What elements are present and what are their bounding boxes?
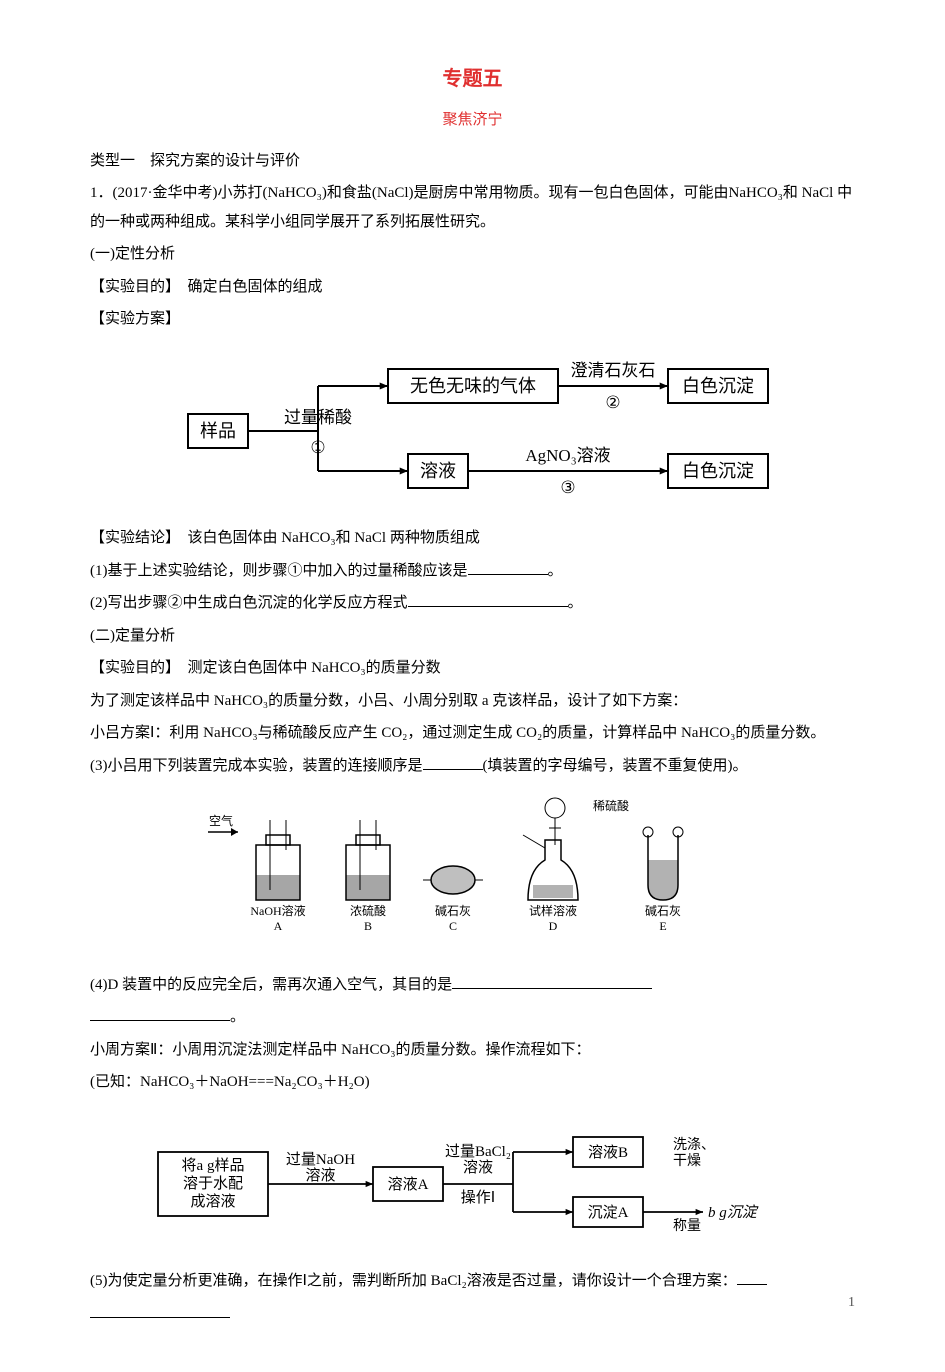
svg-text:溶于水配: 溶于水配 (182, 1175, 242, 1192)
scheme-lv: 小吕方案Ⅰ：利用 NaHCO₃与稀硫酸反应产生 CO₂，通过测定生成 CO₂的质… (90, 719, 855, 748)
sub-q3-text: (3)小吕用下列装置完成本实验，装置的连接顺序是 (90, 758, 423, 774)
question-intro: 1．(2017·金华中考)小苏打(NaHCO₃)和食盐(NaCl)是厨房中常用物… (90, 179, 855, 236)
svg-text:浓硫酸: 浓硫酸 (349, 903, 385, 918)
blank-4b (90, 1005, 230, 1021)
svg-text:溶液A: 溶液A (387, 1176, 428, 1193)
sub-q1-end: 。 (548, 563, 563, 579)
svg-text:无色无味的气体: 无色无味的气体 (410, 376, 536, 396)
sub-q4-end: 。 (230, 1009, 245, 1025)
type-heading: 类型一 探究方案的设计与评价 (90, 147, 855, 176)
svg-text:白色沉淀: 白色沉淀 (682, 461, 754, 481)
sub-q4: (4)D 装置中的反应完全后，需再次通入空气，其目的是 (90, 971, 855, 1000)
svg-text:碱石灰: 碱石灰 (644, 904, 680, 918)
svg-text:A: A (273, 919, 282, 933)
purpose-2: 【实验目的】 测定该白色固体中 NaHCO₃的质量分数 (90, 654, 855, 683)
sub-q1-text: (1)基于上述实验结论，则步骤①中加入的过量稀酸应该是 (90, 563, 468, 579)
sub-q3-end: (填装置的字母编号，装置不重复使用)。 (483, 758, 748, 774)
sub-q3: (3)小吕用下列装置完成本实验，装置的连接顺序是 (填装置的字母编号，装置不重复使… (90, 752, 855, 781)
svg-text:成溶液: 成溶液 (190, 1193, 235, 1210)
svg-text:溶液: 溶液 (420, 461, 456, 481)
part-2-heading: (二)定量分析 (90, 622, 855, 651)
flowchart-2: 将a g样品溶于水配成溶液溶液A溶液B沉淀A过量NaOH溶液过量BaCl₂溶液操… (90, 1107, 855, 1258)
svg-text:干燥: 干燥 (673, 1153, 701, 1169)
svg-text:试样溶液: 试样溶液 (528, 903, 576, 918)
purpose-1: 【实验目的】 确定白色固体的组成 (90, 273, 855, 302)
svg-text:②: ② (605, 393, 620, 412)
svg-text:样品: 样品 (200, 421, 236, 441)
svg-text:AgNO₃溶液: AgNO₃溶液 (525, 446, 610, 465)
page-subtitle: 聚焦济宁 (90, 106, 855, 135)
quant-para: 为了测定该样品中 NaHCO₃的质量分数，小吕、小周分别取 a 克该样品，设计了… (90, 687, 855, 716)
svg-text:白色沉淀: 白色沉淀 (682, 376, 754, 396)
svg-text:D: D (548, 919, 557, 933)
flowchart-1: 样品无色无味的气体溶液白色沉淀白色沉淀过量稀酸①澄清石灰石②AgNO₃溶液③ (90, 344, 855, 515)
sub-q5-cont (90, 1300, 855, 1329)
purpose-2-text: 测定该白色固体中 NaHCO₃的质量分数 (173, 660, 441, 676)
svg-text:溶液B: 溶液B (587, 1144, 627, 1161)
blank-2 (408, 591, 568, 607)
svg-text:澄清石灰石: 澄清石灰石 (570, 361, 655, 380)
svg-text:溶液: 溶液 (305, 1167, 335, 1184)
svg-text:洗涤、: 洗涤、 (673, 1137, 715, 1153)
sub-q4-cont: 。 (90, 1003, 855, 1032)
page-number: 1 (848, 1290, 855, 1317)
svg-text:溶液: 溶液 (462, 1159, 492, 1176)
known-reaction: (已知：NaHCO₃＋NaOH===Na₂CO₃＋H₂O) (90, 1068, 855, 1097)
svg-text:过量BaCl₂: 过量BaCl₂ (444, 1143, 510, 1160)
svg-text:NaOH溶液: NaOH溶液 (250, 903, 305, 918)
svg-text:将a g样品: 将a g样品 (181, 1157, 244, 1174)
sub-q5-text: (5)为使定量分析更准确，在操作Ⅰ之前，需判断所加 BaCl₂溶液是否过量，请你… (90, 1273, 737, 1289)
scheme-zhou: 小周方案Ⅱ：小周用沉淀法测定样品中 NaHCO₃的质量分数。操作流程如下： (90, 1036, 855, 1065)
svg-text:稀硫酸: 稀硫酸 (593, 798, 629, 813)
purpose-1-label: 【实验目的】 (90, 279, 173, 295)
svg-text:E: E (659, 919, 666, 933)
blank-5 (737, 1269, 767, 1285)
blank-3 (423, 754, 483, 770)
blank-5b (90, 1302, 230, 1318)
sub-q2-end: 。 (568, 595, 583, 611)
svg-text:C: C (448, 919, 456, 933)
conclusion: 【实验结论】 该白色固体由 NaHCO₃和 NaCl 两种物质组成 (90, 524, 855, 553)
svg-text:过量NaOH: 过量NaOH (285, 1151, 354, 1168)
sub-q4-text: (4)D 装置中的反应完全后，需再次通入空气，其目的是 (90, 977, 452, 993)
sub-q2: (2)写出步骤②中生成白色沉淀的化学反应方程式 。 (90, 589, 855, 618)
conclusion-text: 该白色固体由 NaHCO₃和 NaCl 两种物质组成 (173, 530, 480, 546)
svg-text:沉淀A: 沉淀A (587, 1204, 628, 1221)
purpose-1-text: 确定白色固体的组成 (173, 279, 323, 295)
part-1-heading: (一)定性分析 (90, 240, 855, 269)
blank-1 (468, 559, 548, 575)
sub-q5: (5)为使定量分析更准确，在操作Ⅰ之前，需判断所加 BaCl₂溶液是否过量，请你… (90, 1267, 855, 1296)
sub-q2-text: (2)写出步骤②中生成白色沉淀的化学反应方程式 (90, 595, 408, 611)
svg-text:操作Ⅰ: 操作Ⅰ (460, 1189, 494, 1206)
apparatus-figure: 空气NaOH溶液A浓硫酸B碱石灰C稀硫酸试样溶液D碱石灰E (90, 790, 855, 961)
svg-text:碱石灰: 碱石灰 (434, 904, 470, 918)
conclusion-label: 【实验结论】 (90, 530, 173, 546)
svg-text:B: B (363, 919, 371, 933)
svg-text:③: ③ (560, 478, 575, 497)
blank-4 (452, 973, 652, 989)
purpose-2-label: 【实验目的】 (90, 660, 173, 676)
sub-q1: (1)基于上述实验结论，则步骤①中加入的过量稀酸应该是 。 (90, 557, 855, 586)
scheme-label: 【实验方案】 (90, 305, 855, 334)
page-title: 专题五 (90, 60, 855, 98)
svg-text:空气: 空气 (208, 813, 232, 828)
svg-text:称量: 称量 (673, 1218, 701, 1234)
svg-text:b g沉淀: b g沉淀 (708, 1204, 759, 1221)
